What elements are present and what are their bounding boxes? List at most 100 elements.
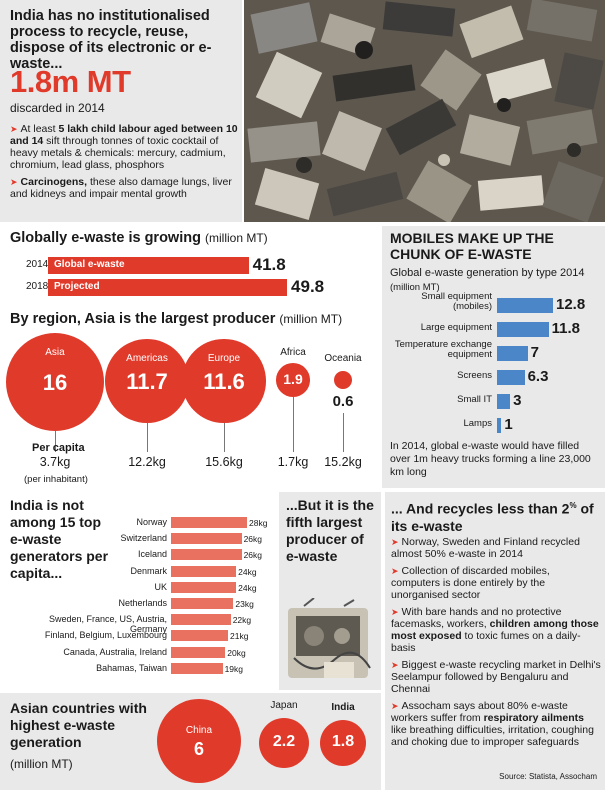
country-bar: [171, 630, 228, 642]
intro-panel: [0, 0, 242, 222]
country-bar-value: 21kg: [230, 631, 249, 642]
electronics-scrap-image: [288, 597, 371, 678]
recycles-title: ... And recycles less than 2% of its e-w…: [391, 500, 594, 534]
country-bar-value: 24kg: [238, 582, 257, 593]
mobiles-title: MOBILES MAKE UP THE CHUNK OF E-WASTE: [390, 230, 554, 262]
global-bar-value: 49.8: [291, 277, 325, 296]
source-note: Source: Statista, Assocham: [499, 772, 597, 781]
intro-bullet-1: ➤ At least 5 lakh child labour aged betwe…: [10, 123, 238, 171]
e-waste-photo: [244, 0, 605, 222]
intro-headline: India has no institutionalised process t…: [10, 8, 212, 72]
arrow-icon: ➤: [391, 607, 399, 617]
per-capita-sub: (per inhabitant): [24, 474, 88, 485]
arrow-icon: ➤: [10, 177, 18, 187]
country-label: Finland, Belgium, Luxembourg: [44, 630, 167, 641]
region-bubble-value: 11.7: [126, 369, 168, 394]
country-bar-value: 22kg: [232, 615, 252, 626]
country-bar-value: 19kg: [224, 663, 243, 674]
region-bubble-value: 1.9: [283, 371, 303, 387]
country-bar: [171, 549, 242, 561]
mobiles-unit: (million MT): [390, 282, 440, 293]
global-year-label: 2014: [26, 259, 49, 270]
country-label: Norway: [136, 517, 167, 527]
arrow-icon: ➤: [391, 566, 399, 576]
country-bar: [171, 533, 242, 545]
country-label: UK: [154, 581, 167, 592]
region-bubble-label: Asia: [45, 347, 65, 358]
arrow-icon: ➤: [391, 537, 399, 547]
region-bubble-label: Europe: [207, 353, 241, 365]
global-year-label: 2018: [26, 281, 49, 292]
region-per-capita: 15.2kg: [324, 455, 362, 469]
mobiles-type-label: Screens: [457, 370, 492, 381]
global-bar: Projected: [48, 279, 288, 296]
country-bar: [171, 646, 226, 658]
region-leader-line: [293, 396, 294, 452]
asian-bubble-value: 2.2: [272, 733, 296, 750]
mobiles-type-label: Small IT: [457, 394, 492, 405]
region-bubble-value: 16: [42, 370, 68, 395]
region-bubble-label: Americas: [126, 353, 168, 365]
asian-bubble-label: India: [331, 701, 355, 713]
mobiles-type-label: Temperature exchange equipment: [394, 339, 492, 360]
mobiles-panel: [382, 226, 605, 488]
fifth-title: ...But it is the fifth largest producer …: [286, 497, 374, 564]
mobiles-bar-value: 11.8: [551, 320, 580, 337]
country-label: Bahamas, Taiwan: [96, 662, 167, 673]
country-bar-value: 23kg: [235, 599, 254, 609]
mobiles-bar: [497, 346, 528, 361]
country-label: Netherlands: [118, 598, 167, 608]
asian-bubble-label: Japan: [270, 699, 298, 711]
asian-bubble-value: 6: [193, 739, 204, 759]
region-leader-line: [55, 431, 56, 452]
asian-title: Asian countries with highest e-waste gen…: [10, 700, 147, 750]
region-bubble-label: Africa: [280, 347, 306, 359]
region-bubble-value: 0.6: [332, 393, 354, 411]
country-bar: [171, 565, 237, 577]
global-bar-value: 41.8: [252, 255, 286, 274]
region-leader-line: [343, 413, 344, 452]
intro-big-sub: discarded in 2014: [10, 101, 105, 115]
india-rank-title: India is not among 15 top e-waste genera…: [10, 497, 109, 581]
country-label: Iceland: [137, 549, 167, 560]
recycles-bullet-3: ➤ With bare hands and no protective facem…: [391, 606, 599, 654]
region-per-capita: 12.2kg: [128, 455, 166, 469]
region-bubble: [6, 333, 104, 431]
mobiles-bar-value: 3: [513, 392, 522, 409]
region-bubble: [333, 370, 353, 390]
mobiles-note: In 2014, global e-waste would have fille…: [390, 440, 591, 478]
mobiles-bar: [497, 394, 511, 409]
region-bubble: [105, 339, 189, 423]
mobiles-bar: [497, 418, 502, 433]
global-bar-label: Global e-waste: [54, 259, 125, 270]
country-bar-value: 26kg: [243, 550, 262, 561]
mobiles-type-label: Small equipment (mobiles): [421, 291, 492, 312]
mobiles-bar-value: 1: [504, 416, 513, 433]
country-label: Denmark: [130, 565, 167, 576]
asian-unit: (million MT): [10, 757, 73, 771]
region-bubble: [276, 363, 310, 397]
country-label: Sweden, France, US, Austria, Germany: [48, 614, 167, 635]
mobiles-bar-value: 7: [530, 344, 539, 361]
asian-bubble-value: 1.8: [331, 733, 355, 750]
mobiles-type-label: Lamps: [463, 418, 492, 429]
arrow-icon: ➤: [10, 124, 18, 134]
arrow-icon: ➤: [391, 701, 399, 711]
mobiles-bar: [497, 322, 549, 337]
arrow-icon: ➤: [391, 660, 399, 670]
global-bar-label: Projected: [54, 281, 100, 292]
recycles-panel: [385, 492, 605, 790]
country-bar: [171, 598, 234, 609]
electronics-photo: [284, 597, 376, 688]
mobiles-subtitle: Global e-waste generation by type 2014: [390, 267, 585, 279]
country-bar: [171, 614, 231, 626]
recycles-bullets: ➤ Norway, Sweden and Finland recycled alm…: [391, 536, 601, 753]
mobiles-bar-value: 12.8: [556, 296, 586, 313]
recycles-bullet-1: ➤ Norway, Sweden and Finland recycled alm…: [391, 536, 580, 560]
mobiles-type-label: Large equipment: [420, 322, 492, 333]
region-per-capita: 1.7kg: [277, 455, 309, 469]
mobiles-bar: [497, 298, 553, 313]
intro-bullets: ➤ At least 5 lakh child labour aged betwe…: [10, 123, 238, 205]
mobiles-bar: [497, 370, 525, 385]
country-label: Canada, Australia, Ireland: [63, 646, 167, 657]
